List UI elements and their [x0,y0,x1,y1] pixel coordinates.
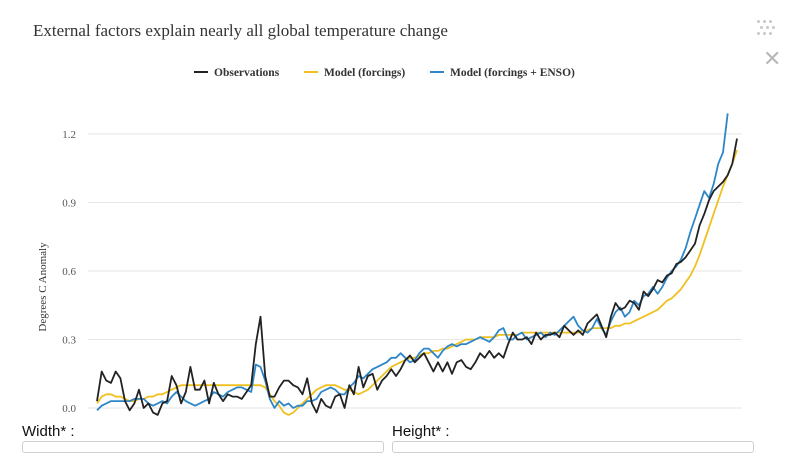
y-tick-label: 0.6 [62,266,76,278]
y-tick-label: 0.3 [62,335,76,347]
y-axis-label: Degrees C Anomaly [37,242,49,332]
close-icon[interactable]: ✕ [763,47,782,72]
width-input[interactable] [22,441,384,453]
chart-title: External factors explain nearly all glob… [33,21,448,40]
height-label: Height* : [392,423,450,440]
y-tick-label: 1.2 [62,129,76,141]
legend-item[interactable]: Model (forcings) [304,67,405,79]
legend-item[interactable]: Model (forcings + ENSO) [430,67,575,79]
y-axis-ticks: 0.0 0.3 0.6 0.9 1.2 [62,129,76,415]
drag-handle-icon[interactable] [757,20,779,38]
legend-label: Model (forcings) [324,67,405,79]
series-line-observations[interactable] [96,138,738,416]
y-tick-label: 0.0 [62,403,76,415]
series-line-model-forcings-enso[interactable] [96,113,729,411]
grid-lines [88,133,742,409]
height-input[interactable] [392,441,754,453]
y-tick-label: 0.9 [62,198,76,210]
legend-label: Model (forcings + ENSO) [450,67,575,79]
legend-item[interactable]: Observations [194,67,280,79]
legend-label: Observations [214,67,280,79]
legend: Observations Model (forcings) Model (forci… [194,67,575,79]
width-label: Width* : [22,423,75,440]
series-lines [96,113,738,416]
